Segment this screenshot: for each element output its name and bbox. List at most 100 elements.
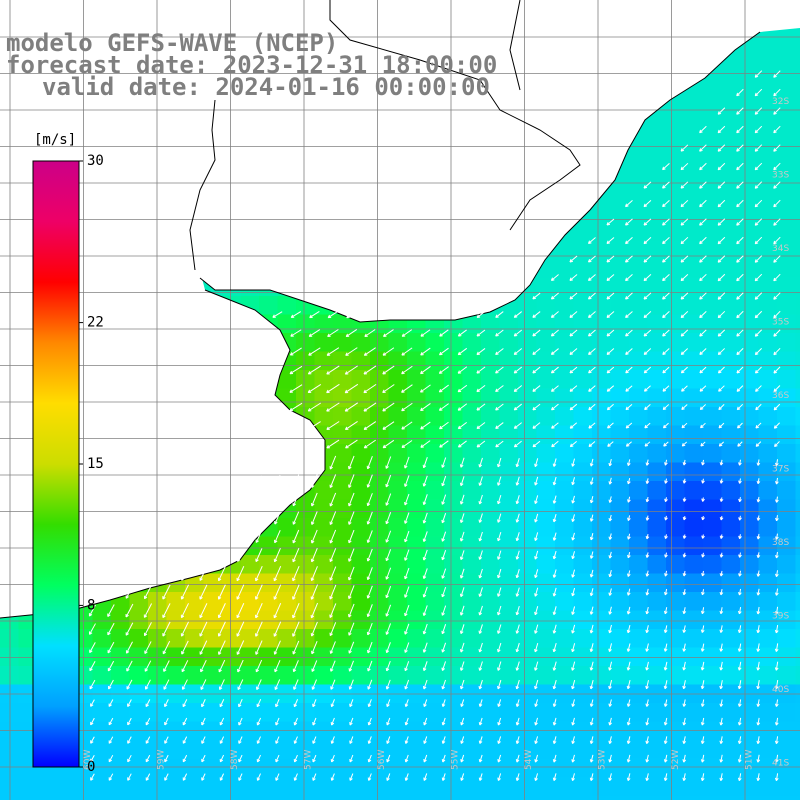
lon-label: 51W bbox=[745, 750, 755, 770]
wind-arrow bbox=[552, 679, 557, 690]
wind-arrow bbox=[181, 660, 189, 673]
wind-arrow bbox=[699, 236, 707, 245]
wind-arrow bbox=[367, 736, 372, 744]
wind-arrow bbox=[645, 773, 650, 781]
wind-arrow bbox=[385, 493, 392, 506]
wind-arrow bbox=[497, 457, 502, 468]
wind-arrow bbox=[326, 347, 340, 356]
wind-arrow bbox=[682, 661, 686, 671]
wind-arrow bbox=[700, 699, 705, 707]
wind-arrow bbox=[364, 310, 376, 319]
wind-arrow bbox=[682, 534, 687, 539]
wind-arrow bbox=[476, 384, 486, 393]
wind-arrow bbox=[662, 292, 670, 300]
wind-arrow bbox=[774, 754, 779, 763]
wind-arrow bbox=[422, 642, 428, 653]
wind-arrow bbox=[756, 533, 761, 540]
wind-arrow bbox=[719, 754, 724, 763]
wind-arrow bbox=[497, 699, 502, 707]
wind-arrow bbox=[344, 383, 359, 394]
wind-arrow bbox=[255, 565, 263, 582]
wind-arrow bbox=[423, 699, 428, 707]
wind-arrow bbox=[736, 403, 744, 411]
lat-label: 34S bbox=[772, 244, 789, 254]
wind-arrow bbox=[515, 569, 520, 579]
wind-arrow bbox=[608, 496, 613, 503]
wind-arrow bbox=[756, 570, 761, 577]
wind-arrow bbox=[125, 585, 134, 599]
wind-arrow bbox=[441, 531, 447, 542]
wind-arrow bbox=[363, 421, 377, 430]
wind-arrow bbox=[662, 329, 670, 337]
wind-arrow bbox=[608, 773, 612, 781]
wind-arrow bbox=[645, 661, 649, 671]
wind-arrow bbox=[700, 607, 705, 615]
wind-arrow bbox=[589, 458, 594, 467]
wind-arrow bbox=[681, 385, 688, 392]
wind-arrow bbox=[608, 643, 613, 652]
wind-arrow bbox=[680, 348, 689, 355]
wind-arrow bbox=[571, 569, 576, 578]
wind-arrow bbox=[550, 348, 559, 355]
wind-arrow bbox=[701, 534, 705, 539]
wind-arrow bbox=[643, 255, 652, 263]
forecast-date: forecast date: 2023-12-31 18:00:00 bbox=[6, 51, 498, 79]
wind-arrow bbox=[587, 237, 596, 245]
wind-arrow bbox=[255, 493, 262, 506]
wind-arrow bbox=[90, 717, 95, 726]
wind-arrow bbox=[775, 570, 779, 578]
wind-arrow bbox=[589, 495, 594, 504]
wind-arrow bbox=[588, 329, 596, 337]
wind-arrow bbox=[439, 311, 449, 319]
wind-arrow bbox=[682, 625, 687, 633]
wind-arrow bbox=[367, 773, 372, 781]
wind-arrow bbox=[552, 569, 557, 578]
wind-arrow bbox=[497, 624, 502, 634]
wind-arrow bbox=[756, 661, 761, 671]
wind-arrow bbox=[238, 736, 243, 744]
wind-arrow bbox=[645, 736, 650, 744]
wind-arrow bbox=[199, 548, 207, 562]
wind-arrow bbox=[532, 385, 541, 392]
wind-arrow bbox=[310, 548, 318, 563]
wind-arrow bbox=[143, 603, 153, 618]
wind-arrow bbox=[643, 311, 652, 319]
wind-arrow bbox=[532, 311, 541, 318]
wind-arrow bbox=[180, 603, 189, 619]
wind-arrow bbox=[293, 754, 298, 763]
wind-arrow bbox=[273, 548, 281, 563]
wind-arrow bbox=[237, 530, 244, 543]
wind-arrow bbox=[534, 736, 539, 744]
wind-arrow bbox=[680, 218, 689, 226]
wind-arrow bbox=[238, 717, 243, 726]
wind-arrow bbox=[275, 699, 280, 708]
wind-arrow bbox=[237, 512, 244, 524]
wind-arrow bbox=[367, 679, 373, 690]
wind-arrow bbox=[663, 607, 668, 615]
wind-arrow bbox=[569, 348, 578, 355]
wind-arrow bbox=[756, 588, 761, 596]
wind-arrow bbox=[645, 754, 650, 763]
wind-arrow bbox=[589, 514, 594, 522]
wind-arrow bbox=[513, 366, 523, 374]
wind-arrow bbox=[497, 531, 502, 542]
wind-arrow bbox=[348, 511, 355, 525]
wind-arrow bbox=[275, 754, 280, 763]
wind-arrow bbox=[497, 736, 502, 744]
colorbar-tick-label: 15 bbox=[87, 456, 104, 472]
wind-arrow bbox=[513, 385, 523, 392]
wind-arrow bbox=[773, 70, 781, 78]
wind-arrow bbox=[401, 402, 413, 412]
wind-arrow bbox=[569, 292, 578, 300]
wind-arrow bbox=[645, 533, 650, 540]
wind-arrow bbox=[719, 552, 724, 558]
wind-arrow bbox=[458, 311, 467, 318]
wind-arrow bbox=[719, 699, 724, 707]
wind-arrow bbox=[441, 512, 447, 524]
wind-arrow bbox=[330, 679, 336, 690]
wind-arrow bbox=[662, 273, 670, 282]
wind-arrow bbox=[551, 403, 559, 411]
wind-arrow bbox=[626, 625, 631, 634]
wind-arrow bbox=[643, 274, 652, 282]
wind-arrow bbox=[363, 347, 376, 356]
